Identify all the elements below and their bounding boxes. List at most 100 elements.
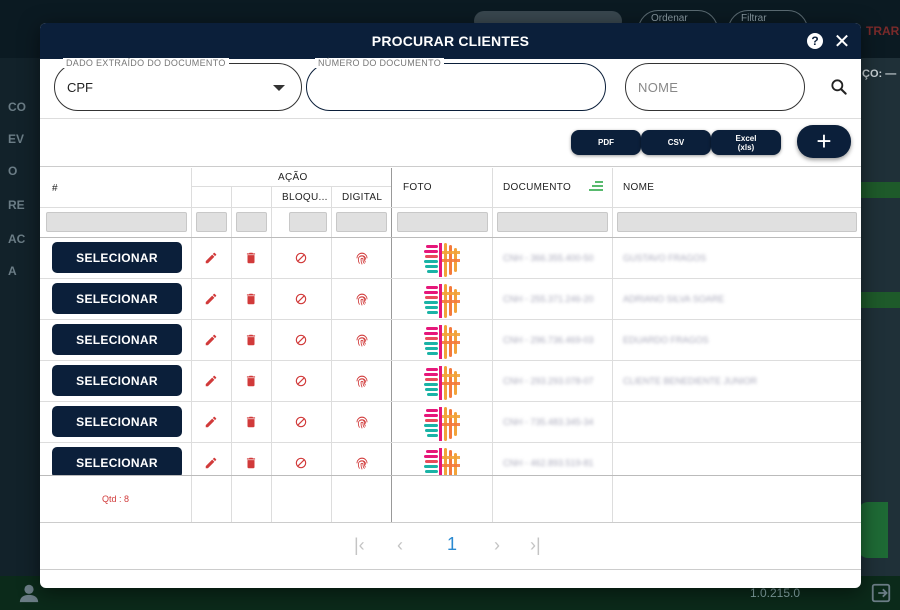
header-block[interactable]: BLOQU... <box>282 192 328 203</box>
block-icon[interactable] <box>294 251 308 265</box>
filter-digital-input[interactable] <box>336 212 387 232</box>
name-cell: ADRIANO SILVA SOARE <box>623 294 725 304</box>
select-button[interactable]: SELECIONAR <box>52 365 182 396</box>
table-row: SELECIONAR CNH - 255.371.24 <box>40 279 861 320</box>
modal-header: PROCURAR CLIENTES ? ✕ <box>40 23 861 59</box>
block-icon[interactable] <box>294 456 308 470</box>
background-order-label: Ordenar <box>651 13 688 24</box>
fingerprint-icon[interactable] <box>354 250 370 266</box>
doc-type-label: DADO EXTRAÍDO DO DOCUMENTO <box>63 58 229 68</box>
modal-title: PROCURAR CLIENTES <box>371 33 530 49</box>
filter-index-input[interactable] <box>46 212 187 232</box>
edit-icon[interactable] <box>204 251 218 265</box>
select-button[interactable]: SELECIONAR <box>52 324 182 355</box>
select-button[interactable]: SELECIONAR <box>52 406 182 437</box>
client-photo-logo-icon <box>424 448 460 475</box>
name-input[interactable]: NOME <box>625 63 805 111</box>
delete-icon[interactable] <box>244 456 258 470</box>
close-button[interactable]: ✕ <box>833 30 851 53</box>
fingerprint-icon[interactable] <box>354 332 370 348</box>
pagination: |‹ ‹ 1 › ›| <box>40 522 861 570</box>
doc-number-input[interactable]: NÚMERO DO DOCUMENTO <box>306 58 606 111</box>
header-digital[interactable]: DIGITAL <box>342 192 383 203</box>
table-row: SELECIONAR CNH - 296.736.46 <box>40 320 861 361</box>
filter-block-input[interactable] <box>289 212 327 232</box>
header-divider <box>191 186 391 187</box>
help-button[interactable]: ? <box>807 33 823 49</box>
filter-name-input[interactable] <box>617 212 857 232</box>
search-icon[interactable] <box>829 77 849 97</box>
background-right-panel: ÇO: — <box>860 58 900 578</box>
column-divider <box>492 168 493 522</box>
chevron-down-icon <box>273 85 285 91</box>
select-button[interactable]: SELECIONAR <box>52 283 182 314</box>
edit-icon[interactable] <box>204 415 218 429</box>
table-row: SELECIONAR CNH - 366.355.40 <box>40 238 861 279</box>
document-cell: CNH - 735.483.345-34 <box>503 417 594 427</box>
header-name[interactable]: NOME <box>623 182 655 193</box>
background-sidebar-item: AC <box>8 232 26 246</box>
background-right-label: ÇO: — <box>862 68 897 80</box>
export-pdf-button[interactable]: PDF <box>571 130 641 155</box>
user-icon <box>19 584 39 603</box>
header-index: # <box>52 183 58 194</box>
block-icon[interactable] <box>294 374 308 388</box>
delete-icon[interactable] <box>244 333 258 347</box>
next-page-button[interactable]: › <box>494 535 500 555</box>
background-red-text: TRAR <box>866 24 900 38</box>
current-page[interactable]: 1 <box>447 534 458 554</box>
first-page-button[interactable]: |‹ <box>354 535 365 555</box>
column-divider <box>391 168 392 522</box>
table-row: SELECIONAR CNH - 462.893.51 <box>40 443 861 475</box>
filter-delete-input[interactable] <box>236 212 267 232</box>
edit-icon[interactable] <box>204 292 218 306</box>
client-photo-logo-icon <box>424 284 460 318</box>
select-button[interactable]: SELECIONAR <box>52 447 182 475</box>
delete-icon[interactable] <box>244 251 258 265</box>
block-icon[interactable] <box>294 333 308 347</box>
export-row: PDF CSV Excel (xls) + <box>40 119 861 167</box>
document-cell: CNH - 296.736.469-03 <box>503 335 594 345</box>
table-row: SELECIONAR CNH - 735.483.34 <box>40 402 861 443</box>
column-divider <box>331 186 332 522</box>
header-action: AÇÃO <box>278 172 308 183</box>
delete-icon[interactable] <box>244 415 258 429</box>
table-row: SELECIONAR CNH - 293.293.07 <box>40 361 861 402</box>
last-page-button[interactable]: ›| <box>530 535 541 555</box>
background-sidebar-item: EV <box>8 132 25 146</box>
client-photo-logo-icon <box>424 366 460 400</box>
client-photo-logo-icon <box>424 325 460 359</box>
edit-icon[interactable] <box>204 456 218 470</box>
add-client-button[interactable]: + <box>797 125 851 158</box>
delete-icon[interactable] <box>244 374 258 388</box>
filter-edit-input[interactable] <box>196 212 227 232</box>
background-sidebar-item: A <box>8 264 17 278</box>
export-excel-button[interactable]: Excel (xls) <box>711 130 781 155</box>
fingerprint-icon[interactable] <box>354 455 370 471</box>
filter-document-input[interactable] <box>497 212 608 232</box>
sort-icon[interactable] <box>588 180 604 192</box>
fingerprint-icon[interactable] <box>354 291 370 307</box>
footer-divider <box>40 475 861 476</box>
filter-photo-input[interactable] <box>397 212 488 232</box>
fingerprint-icon[interactable] <box>354 414 370 430</box>
header-document[interactable]: DOCUMENTO <box>503 182 572 193</box>
block-icon[interactable] <box>294 292 308 306</box>
column-divider <box>612 168 613 522</box>
delete-icon[interactable] <box>244 292 258 306</box>
header-photo[interactable]: FOTO <box>403 182 432 193</box>
edit-icon[interactable] <box>204 333 218 347</box>
select-button[interactable]: SELECIONAR <box>52 242 182 273</box>
block-icon[interactable] <box>294 415 308 429</box>
fingerprint-icon[interactable] <box>354 373 370 389</box>
column-divider <box>271 186 272 522</box>
export-csv-button[interactable]: CSV <box>641 130 711 155</box>
client-photo-logo-icon <box>424 243 460 277</box>
background-green-strip <box>860 182 900 198</box>
name-cell: CLIENTE BENEDIENTE JUNIOR <box>623 376 758 386</box>
clients-table: # AÇÃO BLOQU... DIGITAL FOTO DOCUMENTO N… <box>40 168 861 522</box>
prev-page-button[interactable]: ‹ <box>397 535 403 555</box>
doc-type-select[interactable]: DADO EXTRAÍDO DO DOCUMENTO CPF <box>54 58 302 111</box>
edit-icon[interactable] <box>204 374 218 388</box>
client-photo-logo-icon <box>424 407 460 441</box>
